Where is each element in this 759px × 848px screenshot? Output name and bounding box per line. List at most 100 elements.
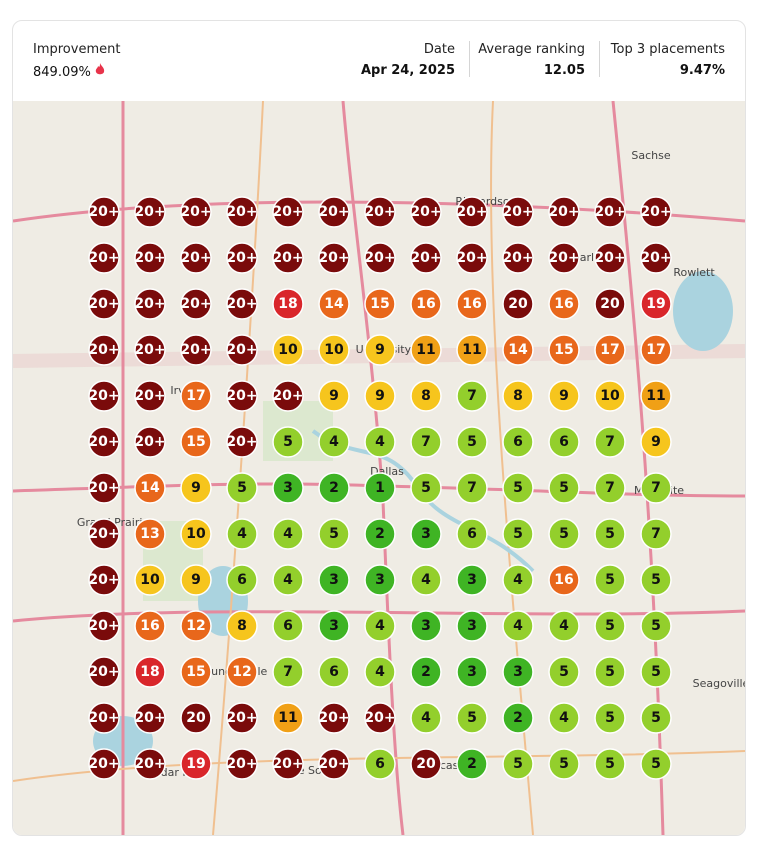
rank-label: 10 <box>186 526 206 542</box>
rank-cell: 20+ <box>272 748 304 780</box>
rank-label: 20+ <box>88 480 119 496</box>
rank-label: 6 <box>513 434 523 450</box>
rank-label: 20+ <box>134 388 165 404</box>
rank-cell: 6 <box>548 426 580 458</box>
rank-circle <box>226 242 258 274</box>
rank-label: 15 <box>186 664 205 680</box>
rank-cell: 5 <box>548 518 580 550</box>
rank-circle <box>226 656 258 688</box>
rank-circle <box>548 288 580 320</box>
rank-circle <box>318 426 350 458</box>
rank-cell: 17 <box>640 334 672 366</box>
rank-cell: 20 <box>180 702 212 734</box>
rank-label: 20+ <box>272 756 303 772</box>
rank-circle <box>318 242 350 274</box>
rank-label: 11 <box>462 342 481 358</box>
rank-circle <box>594 196 626 228</box>
rank-circle <box>640 702 672 734</box>
rank-label: 20+ <box>548 250 579 266</box>
rank-cell: 20+ <box>502 196 534 228</box>
rank-circle <box>226 610 258 642</box>
rank-cell: 16 <box>548 288 580 320</box>
rank-cell: 15 <box>364 288 396 320</box>
rank-circle <box>272 702 304 734</box>
rank-circle <box>180 748 212 780</box>
rank-circle <box>548 702 580 734</box>
rank-label: 5 <box>605 664 615 680</box>
rank-cell: 20+ <box>88 564 120 596</box>
rank-circle <box>640 334 672 366</box>
rank-label: 7 <box>467 388 477 404</box>
rank-cell: 18 <box>272 288 304 320</box>
rank-label: 20+ <box>88 204 119 220</box>
rank-cell: 6 <box>364 748 396 780</box>
rank-circle <box>594 472 626 504</box>
rank-circle <box>594 518 626 550</box>
rank-circle <box>364 426 396 458</box>
rank-label: 5 <box>651 710 661 726</box>
rank-circle <box>364 748 396 780</box>
rank-cell: 14 <box>134 472 166 504</box>
rank-label: 20+ <box>226 250 257 266</box>
rank-circle <box>456 288 488 320</box>
rank-circle <box>88 656 120 688</box>
rank-label: 19 <box>186 756 205 772</box>
rank-circle <box>456 472 488 504</box>
rank-circle <box>272 472 304 504</box>
rank-cell: 20 <box>594 288 626 320</box>
value: 9.47% <box>679 63 725 78</box>
rank-circle <box>410 380 442 412</box>
rank-cell: 7 <box>272 656 304 688</box>
rank-cell: 16 <box>134 610 166 642</box>
rank-circle <box>134 426 166 458</box>
rank-circle <box>318 748 350 780</box>
rank-circle <box>640 518 672 550</box>
rank-cell: 2 <box>410 656 442 688</box>
rank-label: 1 <box>375 480 385 496</box>
label: Top 3 placements <box>610 42 725 57</box>
rank-cell: 20+ <box>88 610 120 642</box>
rank-circle <box>640 748 672 780</box>
rank-label: 7 <box>283 664 293 680</box>
rank-circle <box>226 472 258 504</box>
rank-label: 20+ <box>318 756 349 772</box>
rank-circle <box>594 426 626 458</box>
rank-label: 20+ <box>502 204 533 220</box>
rank-cell: 9 <box>318 380 350 412</box>
rank-cell: 4 <box>548 610 580 642</box>
rank-label: 19 <box>646 296 665 312</box>
rank-label: 4 <box>421 710 431 726</box>
rank-cell: 2 <box>364 518 396 550</box>
rank-cell: 5 <box>226 472 258 504</box>
rank-circle <box>180 380 212 412</box>
rank-cell: 5 <box>502 472 534 504</box>
rank-circle <box>180 426 212 458</box>
rank-circle <box>502 426 534 458</box>
rank-cell: 7 <box>594 426 626 458</box>
rank-label: 6 <box>559 434 569 450</box>
rank-circle <box>226 334 258 366</box>
rank-label: 20+ <box>410 250 441 266</box>
rank-circle <box>594 288 626 320</box>
rank-label: 8 <box>513 388 523 404</box>
rank-label: 20+ <box>88 342 119 358</box>
rank-cell: 5 <box>640 702 672 734</box>
rank-label: 5 <box>513 480 523 496</box>
rank-cell: 9 <box>180 564 212 596</box>
rank-circle <box>548 564 580 596</box>
rank-label: 4 <box>559 710 569 726</box>
rank-circle <box>88 518 120 550</box>
place-label: Rowlett <box>673 266 715 279</box>
rank-circle <box>640 610 672 642</box>
rank-circle <box>364 380 396 412</box>
rank-cell: 9 <box>640 426 672 458</box>
rank-label: 15 <box>554 342 573 358</box>
rank-cell: 10 <box>180 518 212 550</box>
rank-label: 20+ <box>180 342 211 358</box>
rank-cell: 20+ <box>88 288 120 320</box>
rank-circle <box>594 242 626 274</box>
rank-circle <box>272 518 304 550</box>
label: Date <box>423 42 455 57</box>
rank-label: 20+ <box>134 204 165 220</box>
rank-circle <box>594 702 626 734</box>
